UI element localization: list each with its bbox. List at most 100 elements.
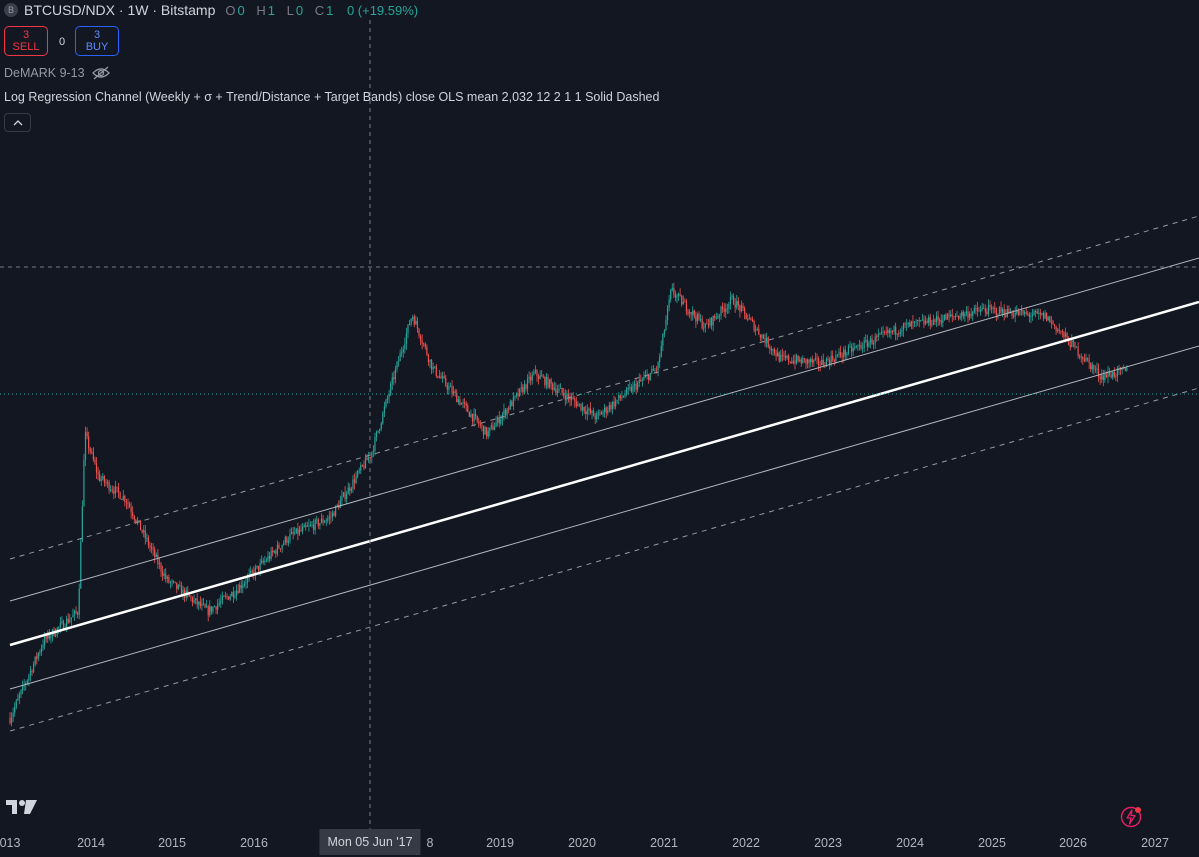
candle-body [778, 352, 780, 362]
candle-body [1060, 331, 1062, 333]
candle-body [339, 500, 341, 508]
candle-body [240, 585, 242, 589]
candle-body [143, 530, 145, 533]
candle-body [863, 340, 865, 349]
candle-body [537, 376, 540, 379]
candle-body [435, 366, 437, 376]
candle-body [261, 560, 263, 563]
candle-body [114, 486, 116, 494]
candle-body [893, 326, 895, 332]
candle-body [256, 565, 258, 568]
candle-body [309, 524, 312, 526]
candle-body [287, 540, 290, 543]
candle-body [91, 451, 93, 453]
eye-hidden-icon[interactable] [91, 66, 111, 80]
candle-body [698, 313, 700, 320]
candle-body [328, 516, 330, 519]
candle-body [512, 396, 514, 407]
candle-body [155, 554, 157, 557]
candle-body [413, 316, 415, 325]
candle-body [965, 311, 968, 314]
candle-body [534, 370, 537, 373]
sell-label: SELL [12, 41, 40, 53]
candle-body [484, 427, 486, 435]
regression-indicator-legend[interactable]: Log Regression Channel (Weekly + σ + Tre… [4, 90, 659, 104]
candle-body [39, 651, 41, 654]
candle-body [792, 360, 794, 364]
candle-body [34, 656, 36, 665]
candle-body [1110, 375, 1112, 378]
candle-body [221, 596, 223, 601]
candle-body [1014, 312, 1016, 317]
candle-body [997, 314, 999, 316]
lower-solid-band [9, 345, 1199, 690]
ohlc-change: 0 (+19.59%) [346, 2, 419, 18]
candle-body [152, 548, 154, 550]
candle-body [1074, 342, 1076, 348]
candle-body [995, 308, 997, 316]
demark-indicator-legend[interactable]: DeMARK 9-13 [4, 66, 111, 80]
candle-body [884, 331, 886, 333]
candle-body [503, 409, 505, 415]
collapse-legend-button[interactable] [4, 113, 31, 132]
ohlc-high-label: H [256, 2, 266, 18]
candle-body [843, 349, 845, 358]
ohlc-open-label: O [225, 2, 236, 18]
candle-body [1094, 369, 1097, 370]
candle-body [1057, 329, 1059, 331]
candle-body [1008, 308, 1010, 314]
candle-body [268, 556, 271, 559]
candle-body [278, 544, 280, 549]
sell-button[interactable]: 3 SELL [4, 26, 48, 56]
x-axis-label: 2023 [814, 836, 842, 850]
buy-button[interactable]: 3 BUY [75, 26, 119, 56]
candle-body [31, 670, 33, 673]
candle-body [506, 408, 508, 416]
ohlc-open-value: 0 [237, 2, 245, 18]
lightning-icon[interactable] [1120, 806, 1142, 828]
candle-body [149, 545, 151, 548]
candle-body [813, 359, 815, 363]
candle-body [374, 437, 376, 451]
candle-body [621, 397, 623, 399]
candle-body [1107, 371, 1109, 378]
candle-body [32, 664, 35, 673]
candle-body [1101, 375, 1103, 380]
tradingview-logo[interactable] [6, 799, 38, 815]
candle-body [379, 428, 381, 431]
candle-body [180, 585, 183, 596]
candle-body [308, 525, 310, 527]
candle-body [722, 306, 724, 309]
candle-body [591, 410, 593, 414]
candle-body [1036, 311, 1038, 314]
candle-body [1063, 331, 1065, 337]
candle-body [973, 307, 975, 312]
candle-body [95, 463, 98, 473]
candle-body [692, 310, 694, 315]
candle-body [891, 330, 894, 332]
candle-body [629, 387, 631, 388]
candle-body [865, 340, 867, 341]
candle-body [94, 459, 96, 464]
buy-label: BUY [85, 41, 109, 53]
candle-body [852, 348, 854, 352]
candle-body [72, 614, 74, 618]
candle-body [1113, 371, 1115, 377]
candle-body [957, 315, 960, 319]
candle-body [475, 413, 477, 416]
candle-body [541, 375, 543, 377]
candle-body [394, 369, 397, 380]
candle-body [747, 319, 749, 320]
candle-body [726, 308, 728, 310]
buy-count: 3 [93, 29, 101, 41]
candle-body [9, 718, 11, 723]
candle-body [397, 361, 400, 363]
candle-body [857, 345, 859, 347]
symbol-title[interactable]: BTCUSD/NDX · 1W · Bitstamp [24, 2, 216, 18]
candle-body [583, 406, 585, 412]
candle-body [880, 331, 883, 334]
candle-body [828, 360, 831, 365]
candle-body [874, 336, 876, 343]
candle-body [133, 516, 135, 520]
